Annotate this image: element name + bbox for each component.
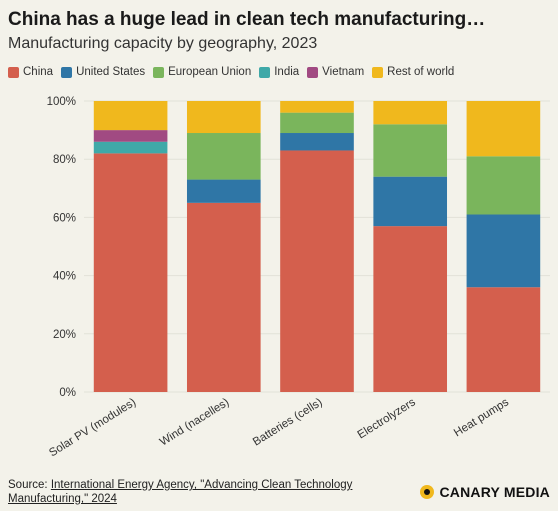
bar-segment — [186, 101, 261, 134]
source-prefix: Source: — [8, 479, 51, 491]
legend-item: Rest of world — [372, 66, 454, 78]
brand-logo: CANARY MEDIA — [420, 484, 550, 500]
bar-segment — [280, 133, 354, 151]
bar-segment — [373, 124, 448, 177]
chart-subtitle: Manufacturing capacity by geography, 202… — [8, 35, 318, 52]
bar-segment — [280, 112, 354, 134]
y-tick-label: 20% — [53, 329, 76, 341]
y-tick-label: 40% — [53, 271, 76, 283]
legend-label: China — [23, 66, 54, 78]
legend-swatch — [61, 66, 73, 78]
canary-logo-icon — [420, 485, 435, 499]
bar-segment — [466, 287, 541, 392]
y-tick-label: 100% — [47, 96, 76, 108]
y-tick-label: 80% — [53, 154, 76, 166]
legend-item: Vietnam — [307, 66, 364, 78]
bar-segment — [373, 226, 448, 392]
legend-swatch — [8, 66, 19, 78]
bar-segment — [280, 150, 354, 392]
x-tick-label: Wind (nacelles) — [158, 396, 232, 448]
x-tick-label: Heat pumps — [452, 396, 511, 439]
legend-item: China — [8, 66, 53, 78]
chart-legend: China United States European Union India Vie… — [8, 66, 454, 78]
bar-segment — [186, 179, 261, 203]
legend-item: India — [259, 66, 299, 78]
legend-label: Rest of world — [387, 66, 455, 78]
legend-label: Vietnam — [322, 66, 365, 78]
brand-name: CANARY MEDIA — [439, 484, 550, 500]
legend-swatch — [153, 66, 165, 78]
legend-swatch — [372, 66, 384, 78]
y-tick-label: 0% — [59, 387, 76, 399]
legend-label: United States — [76, 66, 146, 78]
y-tick-label: 60% — [53, 212, 76, 224]
bar-segment — [466, 214, 541, 288]
bar-segment — [186, 202, 261, 392]
bar-segment — [93, 153, 168, 392]
x-tick-label: Batteries (cells) — [251, 396, 325, 448]
bar-segment — [186, 133, 261, 180]
bar-segment — [93, 130, 168, 142]
x-tick-label: Solar PV (modules) — [47, 396, 138, 459]
bar-segment — [373, 176, 448, 227]
bar-segment — [93, 141, 168, 154]
stacked-bar-chart: 0% 20% 40% 60% 80% 100% Solar PV (modules) Wind… — [47, 96, 550, 459]
bar-segment — [373, 101, 448, 125]
legend-label: India — [274, 66, 300, 78]
legend-swatch — [307, 66, 319, 78]
bar-segment — [280, 101, 354, 113]
legend-swatch — [259, 66, 271, 78]
bar-segment — [93, 101, 168, 131]
bar-segment — [466, 101, 541, 157]
x-tick-label: Electrolyzers — [356, 396, 418, 441]
chart-title: China has a huge lead in clean tech manu… — [8, 9, 486, 30]
bar-segment — [466, 156, 541, 215]
legend-item: European Union — [153, 66, 251, 78]
legend-label: European Union — [168, 66, 252, 78]
legend-item: United States — [61, 66, 145, 78]
source-link[interactable]: International Energy Agency, "Advancing … — [8, 479, 353, 505]
source-note: Source: International Energy Agency, "Ad… — [8, 478, 388, 506]
